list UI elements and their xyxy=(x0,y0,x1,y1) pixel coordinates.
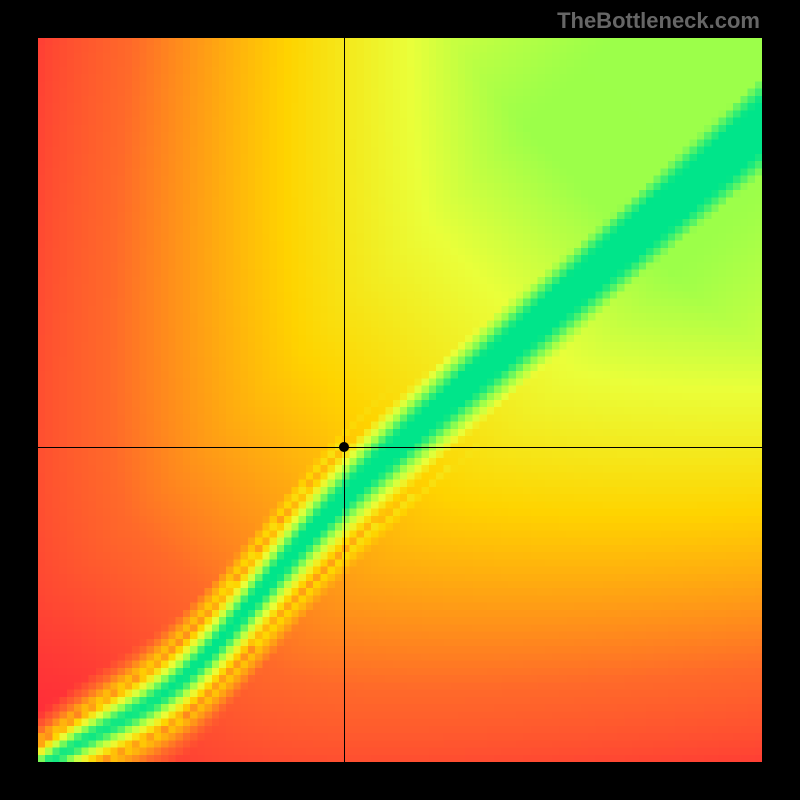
crosshair-vertical xyxy=(344,38,345,762)
watermark-text: TheBottleneck.com xyxy=(557,8,760,34)
crosshair-marker xyxy=(339,442,349,452)
crosshair-horizontal xyxy=(38,447,762,448)
plot-area xyxy=(38,38,762,762)
chart-container: TheBottleneck.com xyxy=(0,0,800,800)
heatmap-canvas xyxy=(38,38,762,762)
